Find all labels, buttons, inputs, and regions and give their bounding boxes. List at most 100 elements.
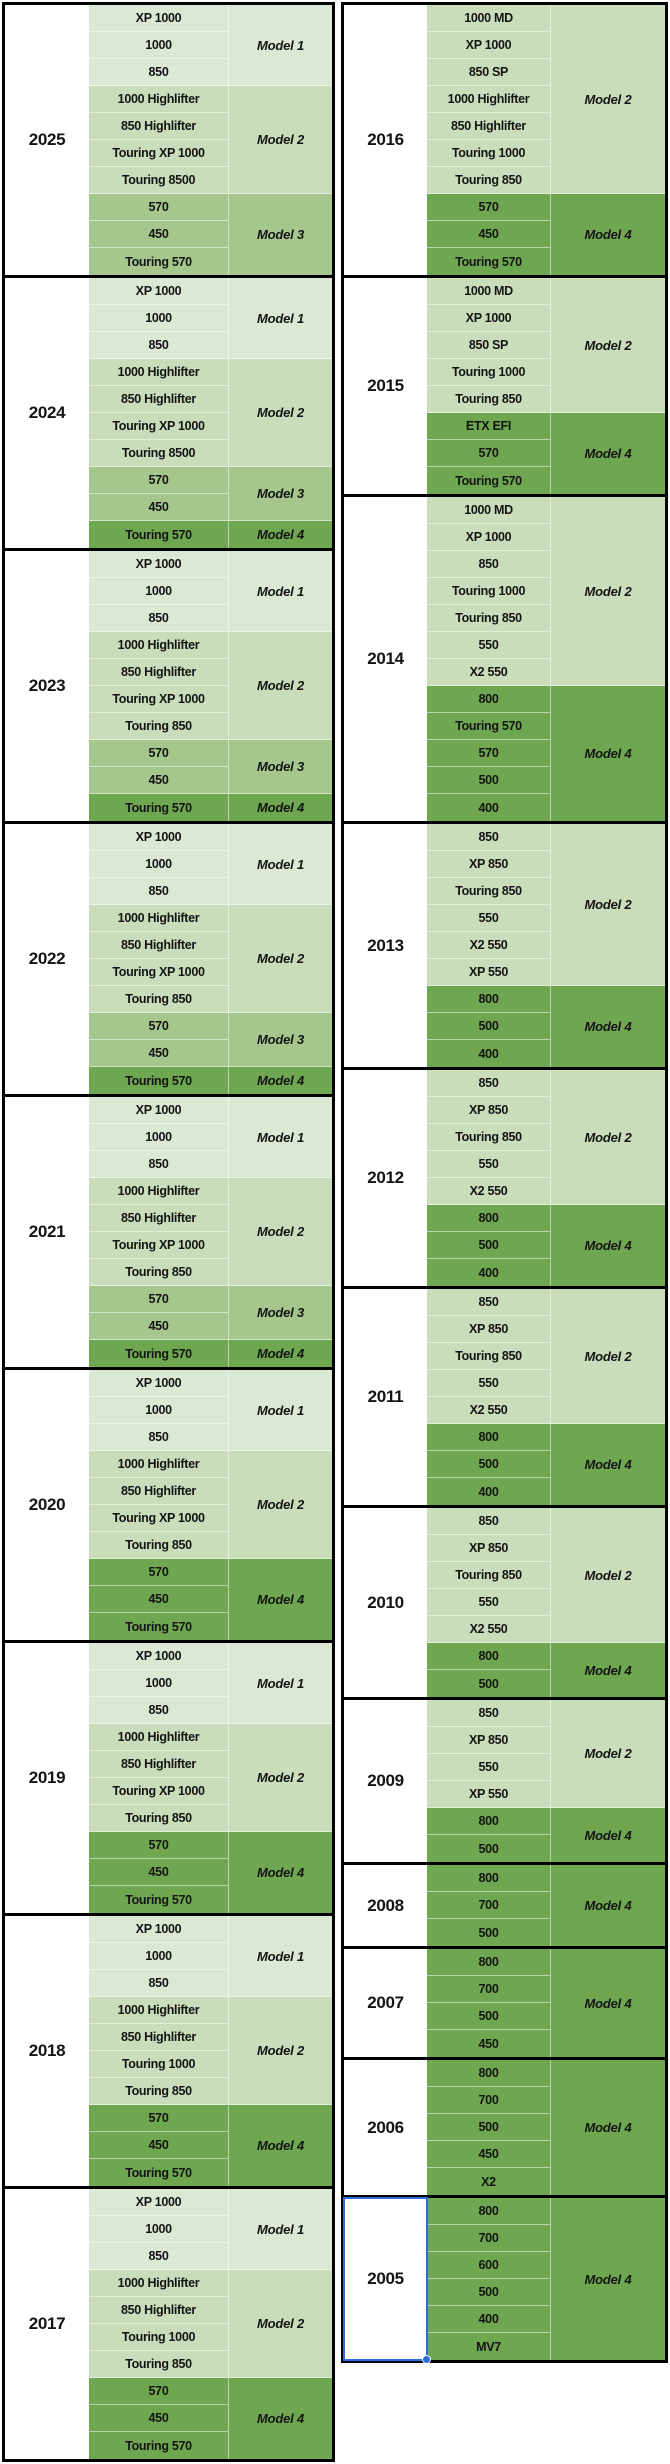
model-group-label[interactable]: Model 2 [551,1508,665,1643]
model-group-label[interactable]: Model 4 [551,413,665,494]
model-cell[interactable]: 400 [427,2306,551,2333]
model-cell[interactable]: Touring 850 [427,386,551,413]
model-cell[interactable]: 1000 [89,2216,229,2243]
model-cell[interactable]: 800 [427,2060,551,2087]
model-cell[interactable]: 850 [427,551,551,578]
model-cell[interactable]: 1000 Highlifter [89,1178,229,1205]
model-cell[interactable]: 850 Highlifter [89,1751,229,1778]
model-cell[interactable]: Touring 850 [89,1259,229,1286]
model-cell[interactable]: 850 [89,1970,229,1997]
model-cell[interactable]: Touring XP 1000 [89,686,229,713]
model-cell[interactable]: 450 [89,1859,229,1886]
model-cell[interactable]: Touring 570 [89,2432,229,2459]
model-cell[interactable]: Touring 850 [89,1805,229,1832]
model-group-label[interactable]: Model 2 [551,1289,665,1424]
model-cell[interactable]: X2 550 [427,1397,551,1424]
model-cell[interactable]: 570 [89,740,229,767]
model-cell[interactable]: 400 [427,1259,551,1286]
year-cell[interactable]: 2012 [344,1070,427,1286]
model-cell[interactable]: ETX EFI [427,413,551,440]
model-cell[interactable]: Touring 570 [89,794,229,821]
model-cell[interactable]: Touring 850 [427,1343,551,1370]
model-group-label[interactable]: Model 2 [551,1070,665,1205]
model-cell[interactable]: 800 [427,1808,551,1835]
model-cell[interactable]: Touring 850 [427,1562,551,1589]
model-cell[interactable]: 850 Highlifter [89,113,229,140]
model-cell[interactable]: 1000 Highlifter [89,1997,229,2024]
model-cell[interactable]: 450 [427,2141,551,2168]
model-cell[interactable]: Touring 570 [89,521,229,548]
model-cell[interactable]: X2 550 [427,1616,551,1643]
model-group-label[interactable]: Model 3 [229,740,332,794]
model-cell[interactable]: Touring 570 [89,1886,229,1913]
year-cell[interactable]: 2025 [5,5,89,275]
model-cell[interactable]: 1000 Highlifter [89,632,229,659]
model-cell[interactable]: 450 [89,767,229,794]
model-cell[interactable]: Touring XP 1000 [89,1232,229,1259]
year-cell[interactable]: 2016 [344,5,427,275]
model-cell[interactable]: 500 [427,1232,551,1259]
model-cell[interactable]: 450 [89,1313,229,1340]
model-cell[interactable]: 570 [89,1286,229,1313]
model-cell[interactable]: X2 550 [427,659,551,686]
model-cell[interactable]: Touring 1000 [427,578,551,605]
year-cell[interactable]: 2023 [5,551,89,821]
model-cell[interactable]: Touring 1000 [427,140,551,167]
model-cell[interactable]: 1000 Highlifter [427,86,551,113]
model-cell[interactable]: 800 [427,2198,551,2225]
model-group-label[interactable]: Model 4 [229,1559,332,1640]
model-cell[interactable]: 500 [427,2114,551,2141]
model-cell[interactable]: Touring XP 1000 [89,413,229,440]
model-cell[interactable]: 850 [89,1151,229,1178]
model-group-label[interactable]: Model 4 [229,521,332,548]
model-group-label[interactable]: Model 2 [229,1997,332,2105]
model-group-label[interactable]: Model 4 [551,986,665,1067]
model-group-label[interactable]: Model 2 [229,86,332,194]
model-cell[interactable]: 850 Highlifter [89,2297,229,2324]
model-cell[interactable]: 850 [89,2243,229,2270]
model-cell[interactable]: Touring XP 1000 [89,959,229,986]
model-cell[interactable]: 570 [427,440,551,467]
model-cell[interactable]: 1000 Highlifter [89,2270,229,2297]
model-cell[interactable]: 550 [427,905,551,932]
year-cell[interactable]: 2007 [344,1949,427,2057]
model-cell[interactable]: XP 1000 [89,551,229,578]
model-cell[interactable]: 570 [89,2378,229,2405]
model-cell[interactable]: 500 [427,1919,551,1946]
model-cell[interactable]: X2 550 [427,932,551,959]
model-cell[interactable]: 1000 Highlifter [89,359,229,386]
model-cell[interactable]: Touring XP 1000 [89,140,229,167]
model-group-label[interactable]: Model 3 [229,194,332,275]
model-cell[interactable]: Touring 570 [89,1340,229,1367]
model-cell[interactable]: 400 [427,794,551,821]
model-cell[interactable]: XP 1000 [89,1643,229,1670]
model-cell[interactable]: 570 [89,1013,229,1040]
model-cell[interactable]: 1000 Highlifter [89,1724,229,1751]
model-cell[interactable]: 850 Highlifter [89,932,229,959]
model-group-label[interactable]: Model 1 [229,1097,332,1178]
model-cell[interactable]: 850 Highlifter [427,113,551,140]
model-cell[interactable]: 500 [427,1013,551,1040]
model-cell[interactable]: XP 1000 [89,1370,229,1397]
model-cell[interactable]: 570 [89,194,229,221]
model-cell[interactable]: Touring 1000 [89,2324,229,2351]
model-cell[interactable]: XP 1000 [89,824,229,851]
model-group-label[interactable]: Model 2 [229,1178,332,1286]
model-cell[interactable]: 850 [89,332,229,359]
model-cell[interactable]: Touring 570 [427,248,551,275]
model-cell[interactable]: MV7 [427,2333,551,2360]
year-cell[interactable]: 2017 [5,2189,89,2459]
model-group-label[interactable]: Model 1 [229,5,332,86]
model-cell[interactable]: 1000 MD [427,497,551,524]
model-cell[interactable]: XP 1000 [427,32,551,59]
model-cell[interactable]: 570 [427,740,551,767]
model-group-label[interactable]: Model 2 [229,1724,332,1832]
year-cell[interactable]: 2010 [344,1508,427,1697]
model-group-label[interactable]: Model 2 [551,497,665,686]
model-group-label[interactable]: Model 2 [551,5,665,194]
model-group-label[interactable]: Model 3 [229,467,332,521]
model-cell[interactable]: 850 SP [427,59,551,86]
model-cell[interactable]: XP 850 [427,1727,551,1754]
model-cell[interactable]: 450 [89,2405,229,2432]
model-cell[interactable]: XP 550 [427,1781,551,1808]
